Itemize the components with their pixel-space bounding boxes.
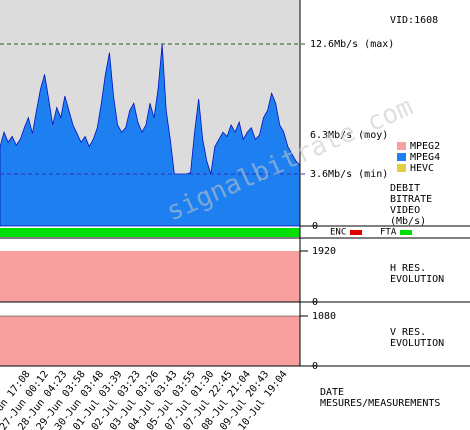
legend-swatch	[397, 153, 406, 161]
flag-bar	[0, 228, 300, 237]
axis-label: VIDEO	[390, 205, 420, 216]
legend-swatch	[397, 164, 406, 172]
legend-label: MPEG4	[410, 152, 440, 163]
axis-label: DEBIT	[390, 183, 420, 194]
y-tick-label: 1920	[312, 246, 336, 257]
chart-title: VID:1608	[390, 15, 438, 26]
legend-label: HEVC	[410, 163, 434, 174]
axis-label: BITRATE	[390, 194, 432, 205]
reference-label: 6.3Mb/s (moy)	[310, 130, 388, 141]
legend-swatch	[397, 142, 406, 150]
reference-label: 3.6Mb/s (min)	[310, 169, 388, 180]
axis-label: EVOLUTION	[390, 274, 444, 285]
axis-label: (Mb/s)	[390, 216, 426, 227]
axis-label: H RES.	[390, 263, 426, 274]
axis-label: EVOLUTION	[390, 338, 444, 349]
x-axis-label: DATE	[320, 387, 344, 398]
legend-label: MPEG2	[410, 141, 440, 152]
flag-label: FTA	[380, 228, 397, 238]
flag-box	[400, 230, 412, 235]
y-tick-label: 1080	[312, 311, 336, 322]
axis-label: V RES.	[390, 327, 426, 338]
resolution-area	[0, 251, 300, 302]
x-axis-label: MESURES/MEASUREMENTS	[320, 398, 440, 409]
resolution-area	[0, 315, 300, 366]
flag-label: ENC	[330, 228, 346, 238]
reference-label: 12.6Mb/s (max)	[310, 39, 394, 50]
bitrate-area	[0, 44, 301, 227]
flag-box	[350, 230, 362, 235]
